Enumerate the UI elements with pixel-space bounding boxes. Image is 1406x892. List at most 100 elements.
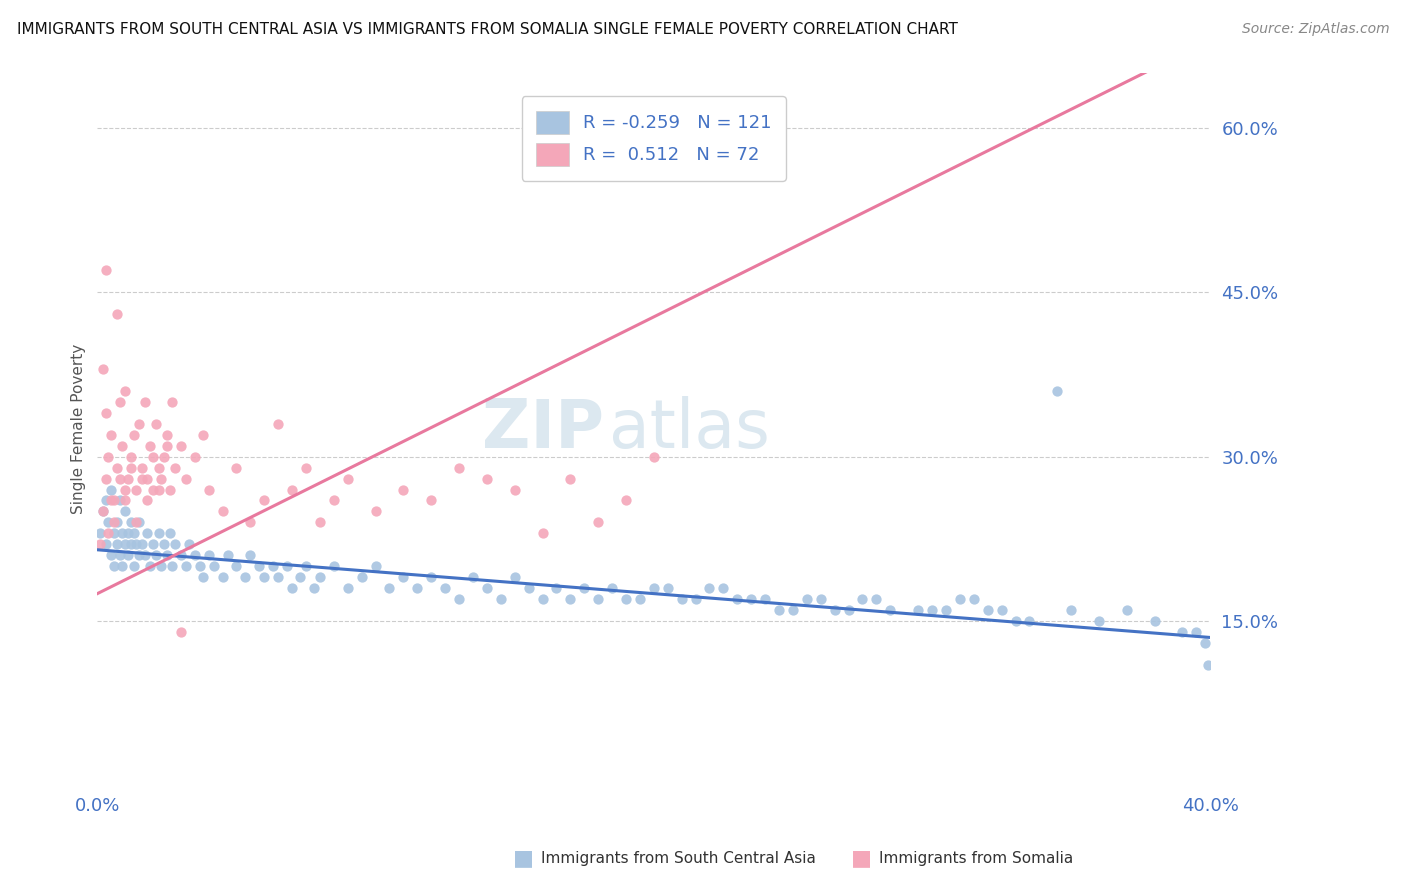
- Point: [475, 471, 498, 485]
- Point: [105, 460, 128, 475]
- Point: [120, 460, 142, 475]
- Point: [406, 581, 429, 595]
- Point: [217, 548, 239, 562]
- Point: [165, 460, 187, 475]
- Point: [990, 603, 1012, 617]
- Point: [963, 592, 986, 607]
- Point: [122, 526, 145, 541]
- Point: [1194, 636, 1216, 650]
- Point: [1171, 625, 1194, 640]
- Point: [156, 439, 179, 453]
- Point: [142, 450, 165, 464]
- Point: [114, 537, 136, 551]
- Point: [184, 450, 207, 464]
- Point: [153, 537, 176, 551]
- Point: [159, 483, 181, 497]
- Point: [1115, 603, 1137, 617]
- Point: [100, 483, 122, 497]
- Y-axis label: Single Female Poverty: Single Female Poverty: [72, 344, 86, 515]
- Point: [165, 537, 187, 551]
- Point: [247, 559, 270, 574]
- Point: [628, 592, 651, 607]
- Point: [170, 439, 193, 453]
- Point: [108, 493, 131, 508]
- Point: [170, 548, 193, 562]
- Point: [94, 263, 117, 277]
- Point: [489, 592, 512, 607]
- Point: [434, 581, 457, 595]
- Point: [103, 493, 125, 508]
- Point: [136, 493, 159, 508]
- Point: [447, 592, 470, 607]
- Point: [768, 603, 790, 617]
- Point: [179, 537, 201, 551]
- Point: [108, 394, 131, 409]
- Point: [824, 603, 846, 617]
- Point: [685, 592, 707, 607]
- Point: [322, 559, 344, 574]
- Point: [89, 537, 111, 551]
- Point: [711, 581, 734, 595]
- Point: [949, 592, 972, 607]
- Point: [139, 559, 162, 574]
- Point: [105, 537, 128, 551]
- Point: [1004, 614, 1026, 628]
- Point: [97, 516, 120, 530]
- Point: [378, 581, 401, 595]
- Point: [131, 460, 153, 475]
- Point: [136, 471, 159, 485]
- Text: Immigrants from South Central Asia: Immigrants from South Central Asia: [541, 851, 817, 865]
- Point: [91, 504, 114, 518]
- Point: [239, 548, 262, 562]
- Point: [725, 592, 748, 607]
- Point: [1018, 614, 1040, 628]
- Point: [91, 362, 114, 376]
- Point: [125, 516, 148, 530]
- Point: [159, 526, 181, 541]
- Text: atlas: atlas: [609, 396, 770, 462]
- Point: [851, 592, 873, 607]
- Point: [162, 559, 184, 574]
- Point: [94, 471, 117, 485]
- Point: [838, 603, 860, 617]
- Point: [91, 504, 114, 518]
- Point: [150, 471, 173, 485]
- Text: Source: ZipAtlas.com: Source: ZipAtlas.com: [1241, 22, 1389, 37]
- Point: [309, 516, 332, 530]
- Point: [120, 537, 142, 551]
- Point: [122, 427, 145, 442]
- Point: [108, 548, 131, 562]
- Point: [921, 603, 943, 617]
- Point: [1185, 625, 1208, 640]
- Point: [148, 483, 170, 497]
- Point: [336, 471, 359, 485]
- Point: [1060, 603, 1083, 617]
- Point: [879, 603, 901, 617]
- Point: [142, 483, 165, 497]
- Point: [170, 625, 193, 640]
- Point: [111, 559, 134, 574]
- Point: [202, 559, 225, 574]
- Point: [364, 504, 387, 518]
- Point: [600, 581, 623, 595]
- Point: [503, 570, 526, 584]
- Point: [120, 450, 142, 464]
- Point: [134, 548, 156, 562]
- Point: [225, 460, 247, 475]
- Point: [267, 570, 290, 584]
- Point: [1197, 657, 1219, 672]
- Point: [322, 493, 344, 508]
- Point: [276, 559, 298, 574]
- Point: [211, 570, 233, 584]
- Point: [94, 537, 117, 551]
- Text: ■: ■: [851, 848, 872, 868]
- Point: [128, 516, 150, 530]
- Point: [94, 493, 117, 508]
- Point: [97, 526, 120, 541]
- Point: [239, 516, 262, 530]
- Point: [117, 471, 139, 485]
- Point: [114, 483, 136, 497]
- Point: [156, 427, 179, 442]
- Point: [188, 559, 211, 574]
- Point: [267, 417, 290, 431]
